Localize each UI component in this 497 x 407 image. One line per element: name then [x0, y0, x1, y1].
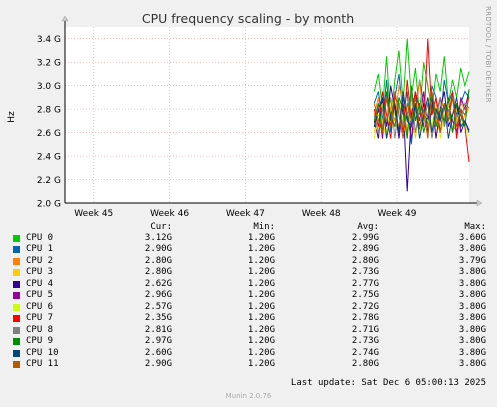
x-tick-labels: Week 45 Week 46 Week 47 Week 48 Week 49: [74, 209, 416, 219]
y-tick-label: 2.6 G: [37, 129, 61, 139]
y-tick-label: 2.2 G: [37, 176, 61, 186]
series-group: [373, 38, 470, 192]
x-tick-label: Week 46: [150, 209, 189, 219]
chart-title: CPU frequency scaling - by month: [142, 11, 354, 26]
series-line: [373, 90, 470, 139]
x-axis-arrow: [476, 199, 483, 207]
y-axis-label: Hz: [7, 111, 17, 123]
y-tick-label: 2.4 G: [37, 153, 61, 163]
axes: [61, 15, 483, 207]
y-tick-label: 2.0 G: [37, 200, 61, 210]
x-tick-label: Week 49: [378, 209, 417, 219]
y-tick-label: 3.2 G: [37, 59, 61, 69]
y-tick-labels: 2.0 G 2.2 G 2.4 G 2.6 G 2.8 G 3.0 G 3.2 G 3.4 G: [37, 35, 61, 209]
y-tick-label: 3.0 G: [37, 82, 61, 92]
x-tick-label: Week 48: [302, 209, 341, 219]
y-axis-arrow: [61, 15, 69, 22]
y-tick-label: 3.4 G: [37, 35, 61, 45]
x-tick-label: Week 45: [74, 209, 113, 219]
x-tick-label: Week 47: [226, 209, 265, 219]
y-tick-label: 2.8 G: [37, 106, 61, 116]
series-line: [373, 91, 470, 139]
side-label: RRDTOOL / TOBI OETIKER: [484, 6, 492, 103]
